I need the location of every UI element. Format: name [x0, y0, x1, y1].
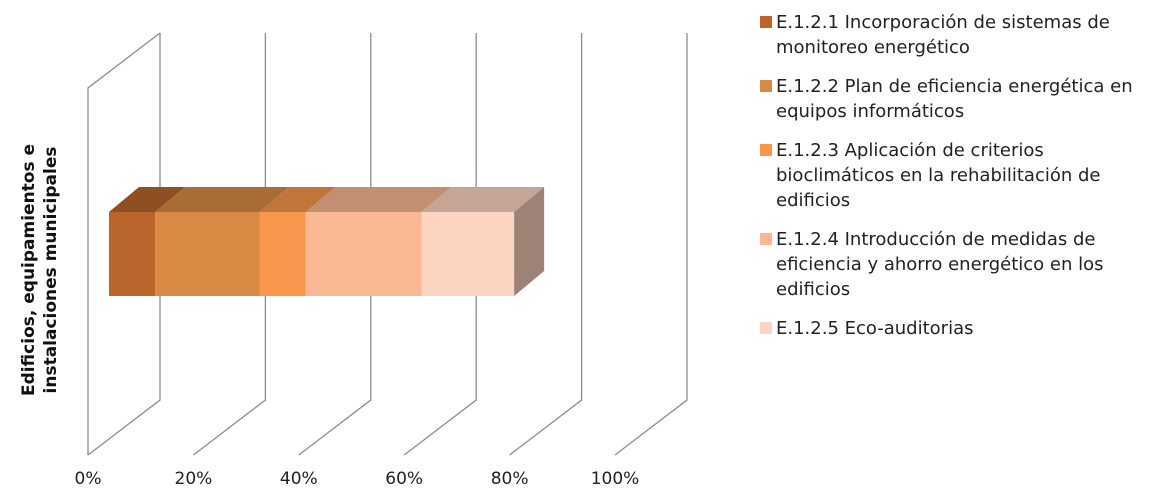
legend-item-2: E.1.2.2 Plan de eficiencia energética en… — [760, 74, 1150, 124]
chart-grid — [87, 32, 688, 456]
legend-swatch — [760, 16, 772, 28]
legend-swatch — [760, 233, 772, 245]
x-tick-label: 20% — [175, 469, 213, 489]
bar-side-face — [514, 187, 545, 296]
legend-item-1: E.1.2.1 Incorporación de sistemas de mon… — [760, 10, 1150, 60]
category-label: Edificios, equipamientos e instalaciones … — [19, 144, 61, 396]
legend-swatch — [760, 322, 772, 334]
bar-segment-top-4 — [305, 187, 452, 212]
legend-label: E.1.2.4 Introducción de medidas de efici… — [776, 229, 1104, 300]
x-tick-label: 60% — [385, 469, 423, 489]
legend: E.1.2.1 Incorporación de sistemas de mon… — [760, 10, 1150, 355]
axis-wall — [87, 32, 161, 455]
legend-item-5: E.1.2.5 Eco-auditorias — [760, 316, 1150, 341]
legend-item-4: E.1.2.4 Introducción de medidas de efici… — [760, 227, 1150, 302]
bar-segment-5 — [421, 212, 515, 296]
legend-label: E.1.2.2 Plan de eficiencia energética en… — [776, 76, 1133, 122]
gridline — [614, 33, 688, 456]
gridline — [87, 33, 161, 456]
bar-segment-top-2 — [155, 187, 290, 212]
x-tick-label: 100% — [591, 469, 640, 489]
bar-segment-3 — [259, 212, 306, 296]
bar-segment-4 — [305, 212, 422, 296]
gridline — [509, 33, 583, 456]
bar-segment-1 — [109, 212, 156, 296]
bar-segment-top-3 — [259, 187, 336, 212]
legend-swatch — [760, 80, 772, 92]
gridline — [193, 33, 267, 456]
x-tick-label: 40% — [280, 469, 318, 489]
x-tick-label: 0% — [75, 469, 102, 489]
legend-label: E.1.2.1 Incorporación de sistemas de mon… — [776, 12, 1110, 58]
bar-segment-top-1 — [109, 187, 186, 212]
bar-segment-2 — [155, 212, 260, 296]
x-tick-label: 80% — [491, 469, 529, 489]
bar-segment-top-5 — [421, 187, 545, 212]
legend-item-3: E.1.2.3 Aplicación de criterios bioclimá… — [760, 138, 1150, 213]
legend-label: E.1.2.3 Aplicación de criterios bioclimá… — [776, 140, 1101, 211]
gridline — [298, 33, 372, 456]
stacked-bar-chart: 0% 20% 40% 60% 80% 100% Edificios, equipamien… — [19, 32, 688, 489]
legend-label: E.1.2.5 Eco-auditorias — [776, 318, 974, 339]
x-axis-ticks: 0% 20% 40% 60% 80% 100% — [75, 469, 640, 489]
gridline — [403, 33, 477, 456]
chart-bars — [109, 187, 545, 296]
legend-swatch — [760, 144, 772, 156]
